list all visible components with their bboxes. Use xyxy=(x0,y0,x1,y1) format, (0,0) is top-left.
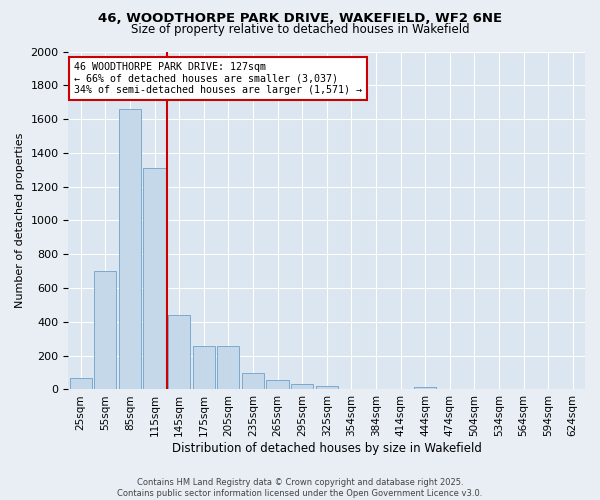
Text: 46 WOODTHORPE PARK DRIVE: 127sqm
← 66% of detached houses are smaller (3,037)
34: 46 WOODTHORPE PARK DRIVE: 127sqm ← 66% o… xyxy=(74,62,362,95)
Bar xyxy=(291,384,313,390)
Bar xyxy=(119,109,141,390)
Bar xyxy=(143,168,166,390)
X-axis label: Distribution of detached houses by size in Wakefield: Distribution of detached houses by size … xyxy=(172,442,482,455)
Bar xyxy=(316,386,338,390)
Bar xyxy=(70,378,92,390)
Text: 46, WOODTHORPE PARK DRIVE, WAKEFIELD, WF2 6NE: 46, WOODTHORPE PARK DRIVE, WAKEFIELD, WF… xyxy=(98,12,502,26)
Y-axis label: Number of detached properties: Number of detached properties xyxy=(15,133,25,308)
Bar xyxy=(414,387,436,390)
Text: Contains HM Land Registry data © Crown copyright and database right 2025.
Contai: Contains HM Land Registry data © Crown c… xyxy=(118,478,482,498)
Bar xyxy=(193,346,215,390)
Bar xyxy=(168,315,190,390)
Bar xyxy=(242,374,264,390)
Bar xyxy=(217,346,239,390)
Bar xyxy=(266,380,289,390)
Text: Size of property relative to detached houses in Wakefield: Size of property relative to detached ho… xyxy=(131,22,469,36)
Bar xyxy=(94,271,116,390)
